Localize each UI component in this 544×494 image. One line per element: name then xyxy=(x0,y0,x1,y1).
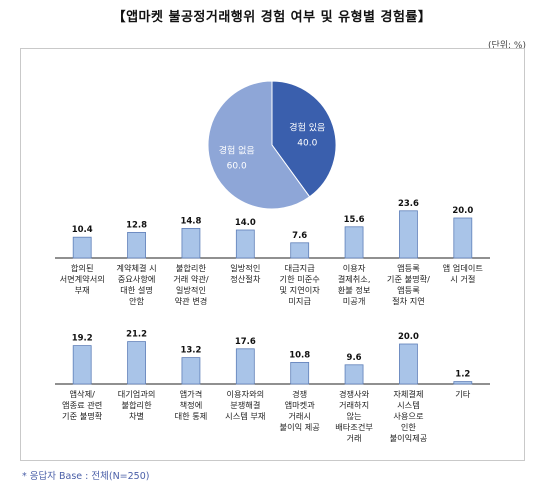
footnote: * 응답자 Base : 전체(N=250) xyxy=(22,471,150,482)
bar xyxy=(127,341,146,385)
category-label: 앱가격 책정에 대한 통제 xyxy=(174,389,208,421)
category-label: 대기업과의 불합리한 차별 xyxy=(117,389,156,421)
bar xyxy=(235,348,255,385)
bar xyxy=(344,226,364,259)
bar-value-label: 20.0 xyxy=(398,332,419,342)
chart-title: 【앱마켓 불공정거래행위 경험 여부 및 유형별 경험률】 xyxy=(112,10,432,25)
bar-value-label: 10.8 xyxy=(289,350,310,360)
category-label: 이용자와의 분쟁해결 시스템 부재 xyxy=(225,389,266,421)
category-label: 불합리한 거래 약관/ 일방적인 약관 변경 xyxy=(173,263,209,306)
bar-value-label: 1.2 xyxy=(455,370,470,380)
bar xyxy=(344,364,364,385)
pie-slice-value: 60.0 xyxy=(227,161,247,171)
bar xyxy=(181,357,201,385)
category-label: 앱삭제/ 앱종료 관련 기준 불명확 xyxy=(62,389,103,421)
category-label: 앱 업데이트 시 거절 xyxy=(442,263,483,284)
bar-value-label: 14.8 xyxy=(180,216,201,226)
bar-value-label: 20.0 xyxy=(452,206,473,216)
category-label: 일방적인 정산절차 xyxy=(230,263,261,284)
bar xyxy=(453,217,473,259)
bar xyxy=(453,381,473,385)
category-label: 대금지급 기한 미준수 및 지연이자 미지급 xyxy=(279,263,320,306)
category-label: 경쟁 앱마켓과 거래시 불이익 제공 xyxy=(279,389,320,432)
bar xyxy=(235,229,255,259)
bar-value-label: 21.2 xyxy=(126,330,147,340)
pie-slice xyxy=(207,80,311,210)
unit-label: (단위: %) xyxy=(487,41,526,51)
category-label: 계약체결 시 중요사항에 대한 설명 안함 xyxy=(116,263,157,306)
bar xyxy=(290,361,310,385)
bar-value-label: 23.6 xyxy=(398,199,419,209)
bar xyxy=(127,231,146,259)
category-label: 이용자 결제취소, 환불 정보 미공개 xyxy=(337,263,371,306)
bar-value-label: 12.8 xyxy=(126,220,147,230)
category-label: 기타 xyxy=(455,389,471,399)
bar-value-label: 14.0 xyxy=(235,218,256,228)
pie-slice xyxy=(271,80,337,198)
pie-slice-label: 경험 없음 xyxy=(219,144,255,156)
category-label: 합의된 서면계약서의 부재 xyxy=(59,263,105,295)
category-label: 앱등록 기준 불명확/ 앱등록 절차 지연 xyxy=(386,263,430,306)
bar-value-label: 19.2 xyxy=(72,334,93,344)
pie-slice-value: 40.0 xyxy=(297,139,317,149)
pie-slice-label: 경험 있음 xyxy=(289,122,325,134)
bar xyxy=(72,345,92,385)
bar xyxy=(399,343,418,385)
bar xyxy=(290,242,310,259)
bar-value-label: 15.6 xyxy=(344,215,365,225)
bar-value-label: 10.4 xyxy=(72,225,93,235)
bar-value-label: 17.6 xyxy=(235,337,256,347)
bar-value-label: 7.6 xyxy=(292,231,307,241)
category-label: 자체결제 시스템 사용으로 인한 불이익제공 xyxy=(389,389,428,443)
bar-value-label: 13.2 xyxy=(180,346,201,356)
chart-frame xyxy=(20,48,525,461)
category-label: 경쟁사와 거래하지 않는 배타조건부 거래 xyxy=(335,389,373,443)
bar-value-label: 9.6 xyxy=(347,353,362,363)
bar xyxy=(399,210,418,259)
bar xyxy=(181,227,201,259)
bar xyxy=(72,236,92,259)
